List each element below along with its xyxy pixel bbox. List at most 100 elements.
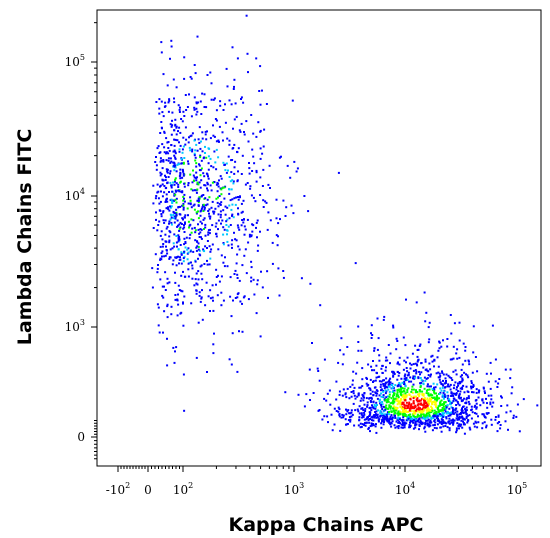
event-dot	[470, 405, 473, 408]
event-dot	[440, 409, 442, 412]
event-dot	[209, 228, 211, 231]
event-dot	[448, 376, 451, 379]
event-dot	[445, 416, 448, 419]
event-dot	[376, 317, 379, 320]
event-dot	[185, 109, 188, 111]
event-dot	[181, 148, 184, 151]
event-dot	[426, 419, 428, 422]
event-dot	[389, 407, 392, 410]
event-dot	[221, 219, 224, 222]
event-dot	[471, 371, 474, 374]
event-dot	[232, 299, 234, 302]
event-dot	[168, 241, 171, 244]
event-dot	[357, 349, 360, 352]
event-dot	[265, 103, 268, 105]
event-dot	[198, 164, 201, 167]
event-dot	[205, 156, 208, 159]
event-dot	[178, 163, 180, 166]
event-dot	[284, 391, 287, 394]
event-dot	[404, 415, 407, 417]
event-dot	[452, 370, 455, 373]
event-dot	[419, 399, 422, 402]
event-dot	[368, 421, 371, 424]
event-dot	[407, 406, 410, 408]
event-dot	[452, 387, 455, 390]
event-dot	[202, 194, 205, 196]
event-dot	[353, 424, 356, 427]
event-dot	[175, 86, 178, 89]
event-dot	[170, 144, 173, 146]
event-dot	[499, 427, 502, 430]
event-dot	[406, 391, 409, 394]
event-dot	[174, 150, 177, 153]
event-dot	[475, 402, 478, 405]
event-dot	[390, 414, 393, 417]
event-dot	[385, 419, 388, 422]
event-dot	[378, 400, 381, 403]
event-dot	[500, 396, 503, 399]
event-dot	[458, 394, 461, 397]
event-dot	[414, 369, 417, 371]
event-dot	[415, 390, 418, 393]
event-dot	[407, 417, 410, 420]
event-dot	[405, 401, 408, 404]
event-dot	[426, 405, 429, 407]
event-dot	[166, 282, 169, 285]
event-dot	[420, 413, 423, 416]
event-dot	[212, 134, 215, 137]
event-dot	[174, 152, 177, 155]
event-dot	[341, 394, 344, 397]
event-dot	[422, 404, 425, 407]
event-dot	[201, 206, 204, 209]
event-dot	[175, 201, 178, 204]
event-dot	[224, 103, 226, 106]
event-dot	[438, 393, 441, 395]
event-dot	[400, 419, 403, 422]
event-dot	[259, 194, 262, 196]
event-dot	[369, 418, 371, 420]
event-dot	[199, 156, 202, 159]
event-dot	[390, 410, 393, 413]
event-dot	[159, 257, 162, 260]
event-dot	[496, 386, 499, 388]
event-dot	[170, 184, 173, 187]
event-dot	[155, 168, 158, 171]
event-dot	[416, 410, 419, 413]
event-dot	[494, 358, 497, 361]
event-dot	[414, 362, 417, 365]
event-dot	[178, 126, 181, 129]
event-dot	[201, 318, 204, 321]
event-dot	[182, 302, 184, 305]
event-dot	[211, 181, 214, 184]
event-dot	[296, 167, 299, 170]
event-dot	[380, 426, 383, 429]
event-dot	[402, 368, 405, 371]
event-dot	[179, 226, 182, 229]
event-dot	[391, 420, 394, 423]
event-dot	[370, 337, 373, 339]
event-dot	[487, 380, 490, 383]
event-dot	[184, 246, 187, 249]
event-dot	[206, 259, 208, 262]
event-dot	[220, 254, 223, 257]
event-dot	[390, 418, 392, 421]
event-dot	[168, 281, 171, 284]
event-dot	[370, 409, 373, 412]
event-dot	[494, 418, 497, 421]
event-dot	[206, 181, 209, 184]
event-dot	[204, 133, 207, 136]
event-dot	[217, 228, 219, 231]
event-dot	[244, 183, 247, 186]
event-dot	[407, 404, 410, 407]
event-dot	[190, 302, 193, 305]
event-dot	[175, 264, 178, 267]
event-dot	[477, 415, 479, 418]
event-dot	[168, 149, 171, 152]
event-dot	[200, 195, 203, 198]
event-dot	[376, 404, 378, 406]
event-dot	[376, 390, 379, 392]
event-dot	[406, 389, 409, 391]
event-dot	[177, 183, 180, 186]
event-dot	[439, 400, 442, 403]
event-dot	[195, 246, 198, 249]
